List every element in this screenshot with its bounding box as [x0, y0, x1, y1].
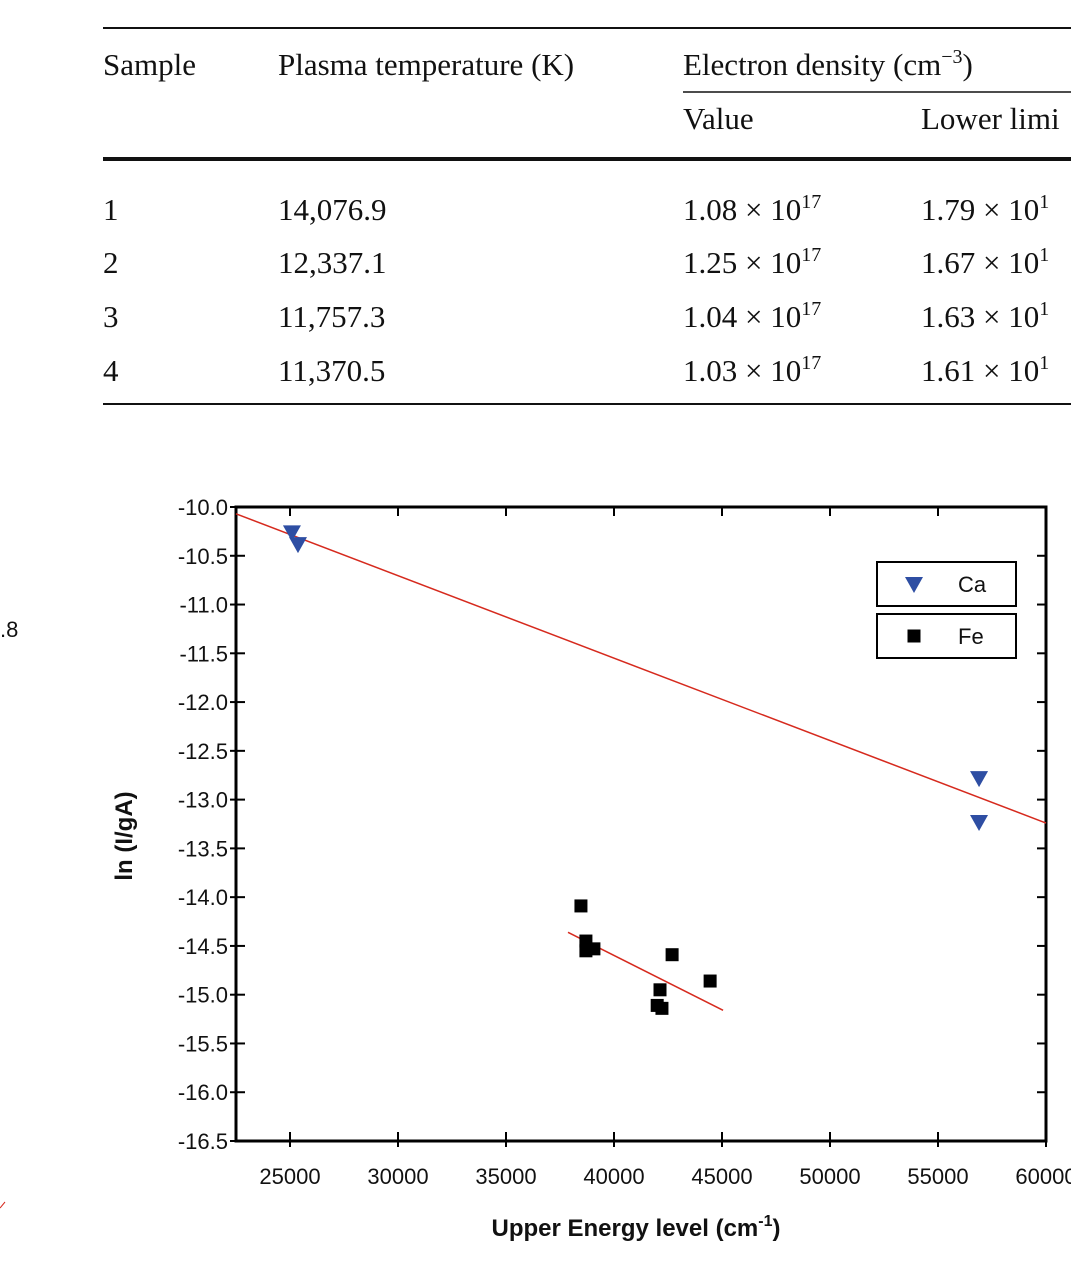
cell-mantissa: 1.79 × 10	[921, 192, 1039, 227]
header-density: Electron density (cm−3)	[683, 46, 973, 82]
cell-exponent: 17	[801, 244, 821, 266]
header-value: Value	[683, 101, 754, 136]
x-tick-label: 45000	[691, 1164, 752, 1189]
header-lower: Lower limi	[921, 101, 1060, 136]
legend-marker	[905, 577, 923, 593]
table-cell: 11,757.3	[278, 299, 385, 334]
table-cell: 1.63 × 101	[921, 298, 1049, 334]
x-tick-label: 40000	[583, 1164, 644, 1189]
table-cell: 4	[103, 353, 119, 388]
fit-line	[235, 513, 1047, 824]
y-tick-label: -10.5	[178, 544, 228, 569]
x-label-text: Upper Energy level (cm	[492, 1215, 759, 1242]
cell-mantissa: 1.25 × 10	[683, 245, 801, 280]
legend-box	[876, 613, 1017, 659]
table-cell: 1.25 × 1017	[683, 244, 821, 280]
point	[665, 948, 679, 962]
y-tick-label: -12.0	[178, 690, 228, 715]
table-cell: 1.67 × 101	[921, 244, 1049, 280]
cell-mantissa: 1.08 × 10	[683, 192, 801, 227]
cell-exponent: 17	[801, 191, 821, 213]
cell-mantissa: 1.04 × 10	[683, 299, 801, 334]
cell-exponent: 17	[801, 352, 821, 374]
y-tick-label: -10.0	[178, 495, 228, 520]
y-tick-label: -14.5	[178, 934, 228, 959]
header-density-text: Electron density (cm	[683, 47, 941, 82]
x-label-after: )	[773, 1215, 781, 1242]
margin-mark	[0, 1201, 6, 1209]
cell-exponent: 1	[1039, 352, 1049, 374]
y-tick-label: -13.0	[178, 788, 228, 813]
header-density-after: )	[963, 47, 973, 82]
point	[655, 1001, 669, 1015]
cell-exponent: 1	[1039, 244, 1049, 266]
point	[970, 771, 989, 788]
y-axis-label: ln (I/gA)	[111, 791, 138, 880]
cell-exponent: 1	[1039, 191, 1049, 213]
x-axis-label: Upper Energy level (cm-1)	[492, 1213, 781, 1242]
cell-exponent: 17	[801, 298, 821, 320]
table-cell: 1.08 × 1017	[683, 191, 821, 227]
plot-frame	[234, 505, 1048, 1143]
cell-mantissa: 1.67 × 10	[921, 245, 1039, 280]
header-temperature: Plasma temperature (K)	[278, 47, 574, 82]
x-label-sup: -1	[758, 1213, 772, 1230]
point	[282, 525, 301, 542]
legend-marker	[907, 629, 921, 643]
y-tick-label: -12.5	[178, 739, 228, 764]
y-tick-label: -11.0	[179, 593, 228, 618]
x-tick-label: 35000	[475, 1164, 536, 1189]
table-cell: 1.79 × 101	[921, 191, 1049, 227]
table-cell: 12,337.1	[278, 245, 387, 280]
header-density-sup: −3	[941, 46, 962, 68]
y-tick-label: -16.5	[178, 1129, 228, 1154]
table-cell: 2	[103, 245, 119, 280]
point	[288, 537, 307, 554]
table-cell: 1.61 × 101	[921, 352, 1049, 388]
y-tick-label: -11.5	[179, 641, 228, 666]
point	[587, 942, 601, 956]
table-cell: 1	[103, 192, 119, 227]
header-sample: Sample	[103, 47, 196, 82]
legend-box	[876, 561, 1017, 607]
point	[703, 974, 717, 988]
x-tick-label: 60000	[1015, 1164, 1071, 1189]
x-tick-label: 55000	[907, 1164, 968, 1189]
margin-fragment: .8	[0, 617, 18, 642]
table-cell: 1.04 × 1017	[683, 298, 821, 334]
point	[970, 815, 989, 832]
table-cell: 3	[103, 299, 119, 334]
x-tick-label: 30000	[367, 1164, 428, 1189]
y-tick-label: -13.5	[178, 836, 228, 861]
table-cell: 11,370.5	[278, 353, 385, 388]
table-cell: 14,076.9	[278, 192, 387, 227]
x-tick-label: 25000	[259, 1164, 320, 1189]
legend-label: Fe	[958, 624, 984, 649]
x-tick-label: 50000	[799, 1164, 860, 1189]
cell-mantissa: 1.03 × 10	[683, 353, 801, 388]
cell-exponent: 1	[1039, 298, 1049, 320]
y-tick-label: -15.0	[178, 983, 228, 1008]
y-tick-label: -15.5	[178, 1031, 228, 1056]
cell-mantissa: 1.63 × 10	[921, 299, 1039, 334]
y-tick-label: -14.0	[178, 885, 228, 910]
y-tick-label: -16.0	[178, 1080, 228, 1105]
table-cell: 1.03 × 1017	[683, 352, 821, 388]
point	[574, 899, 588, 913]
legend-label: Ca	[958, 572, 987, 597]
cell-mantissa: 1.61 × 10	[921, 353, 1039, 388]
point	[653, 983, 667, 997]
